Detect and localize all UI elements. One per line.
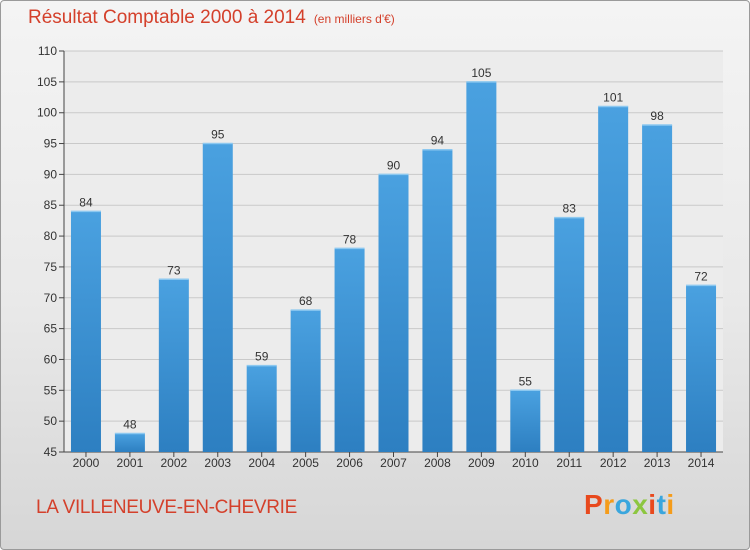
commune-name: LA VILLENEUVE-EN-CHEVRIE (36, 497, 297, 518)
logo-letter: r (603, 489, 615, 520)
x-tick-label: 2004 (248, 456, 275, 470)
x-tick-label: 2005 (292, 456, 319, 470)
x-tick-label: 2012 (600, 456, 627, 470)
bar (334, 248, 365, 452)
x-tick-label: 2014 (688, 456, 715, 470)
y-tick-label: 105 (37, 75, 57, 89)
bar (70, 211, 101, 452)
bar-value-label: 90 (387, 158, 401, 172)
x-tick-label: 2008 (424, 456, 451, 470)
bar-value-label: 59 (255, 350, 269, 364)
y-tick-label: 75 (44, 260, 58, 274)
x-tick-label: 2013 (644, 456, 671, 470)
y-tick-label: 70 (44, 291, 58, 305)
bar (202, 143, 233, 453)
bar-value-label: 101 (603, 91, 623, 105)
bar (422, 149, 453, 452)
y-tick-label: 80 (44, 229, 58, 243)
bar-value-label: 84 (79, 195, 93, 209)
x-tick-label: 2002 (160, 456, 187, 470)
logo-letter: t (656, 489, 667, 520)
bar (114, 433, 145, 452)
x-tick-label: 2010 (512, 456, 539, 470)
y-tick-label: 95 (44, 137, 58, 151)
x-tick-label: 2007 (380, 456, 407, 470)
bar-value-label: 48 (123, 417, 137, 431)
bar (158, 279, 189, 452)
chart-title-text: Résultat Comptable 2000 à 2014 (28, 7, 306, 28)
logo-letter: i (666, 489, 675, 520)
y-tick-label: 85 (44, 198, 58, 212)
bar-value-label: 94 (431, 134, 445, 148)
bar-value-label: 78 (343, 232, 357, 246)
x-tick-label: 2009 (468, 456, 495, 470)
logo-letter: x (632, 489, 649, 520)
x-tick-label: 2000 (73, 456, 100, 470)
x-tick-label: 2011 (556, 456, 582, 470)
y-tick-label: 100 (37, 106, 57, 120)
bar (378, 174, 409, 452)
y-tick-label: 110 (38, 44, 57, 58)
bar (290, 310, 321, 452)
y-tick-label: 55 (44, 383, 58, 397)
bar-value-label: 98 (650, 109, 664, 123)
logo-letter: i (648, 489, 657, 520)
bar (686, 285, 717, 452)
x-tick-label: 2006 (336, 456, 363, 470)
bar-value-label: 68 (299, 294, 313, 308)
x-tick-label: 2003 (204, 456, 231, 470)
logo-letter: o (614, 489, 633, 520)
y-tick-label: 60 (44, 352, 58, 366)
bar-value-label: 73 (167, 263, 181, 277)
proxiti-logo: Proxiti (584, 489, 675, 521)
bar (466, 81, 497, 452)
bar-value-label: 83 (563, 202, 577, 216)
y-tick-label: 50 (44, 414, 58, 428)
y-tick-label: 65 (44, 322, 58, 336)
logo-letter: P (584, 489, 604, 520)
bar (554, 217, 585, 452)
x-tick-label: 2001 (117, 456, 144, 470)
bar-value-label: 72 (694, 269, 708, 283)
bar (642, 125, 673, 453)
bar (246, 365, 277, 452)
bar-value-label: 95 (211, 128, 225, 142)
y-tick-label: 90 (44, 167, 58, 181)
bar (510, 390, 541, 452)
bar (598, 106, 629, 453)
bar-value-label: 105 (471, 66, 491, 80)
y-tick-label: 45 (44, 445, 58, 459)
chart-subtitle: (en milliers d'€) (313, 12, 395, 26)
chart-title: Résultat Comptable 2000 à 2014 (en millie… (28, 7, 395, 29)
bar-value-label: 55 (519, 374, 533, 388)
